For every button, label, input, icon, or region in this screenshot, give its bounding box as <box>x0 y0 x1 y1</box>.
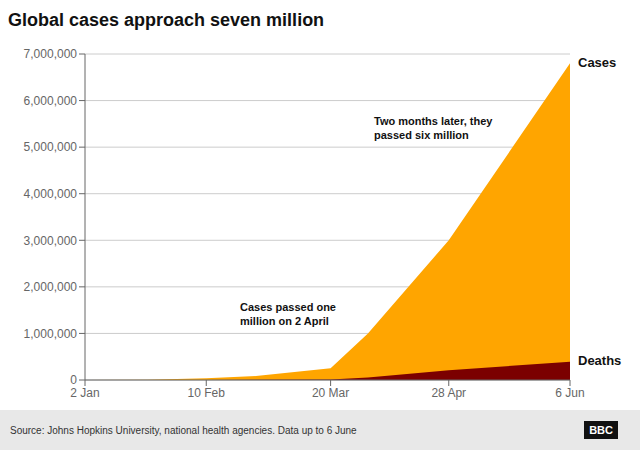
svg-text:2,000,000: 2,000,000 <box>24 280 78 294</box>
svg-text:20 Mar: 20 Mar <box>312 386 349 400</box>
html-text:Two months later, they passed: Two months later, they passed six millio… <box>374 115 493 141</box>
svg-text:5,000,000: 5,000,000 <box>24 140 78 154</box>
html-text:Cases passed one million on 2: Cases passed one million on 2 April <box>240 301 336 327</box>
html-text:BBC: BBC <box>589 424 613 436</box>
svg-text:7,000,000: 7,000,000 <box>24 47 78 61</box>
svg-text:6 Jun: 6 Jun <box>555 386 584 400</box>
svg-text:4,000,000: 4,000,000 <box>24 187 78 201</box>
svg-text:6,000,000: 6,000,000 <box>24 94 78 108</box>
svg-text:3,000,000: 3,000,000 <box>24 234 78 248</box>
svg-text:Deaths: Deaths <box>578 353 621 368</box>
html-text:Source: Johns Hopkins Universi: Source: Johns Hopkins University, nation… <box>10 424 357 436</box>
svg-text:0: 0 <box>70 373 77 387</box>
svg-text:Cases: Cases <box>578 55 616 70</box>
html-text:Global cases approach seven mi: Global cases approach seven million <box>8 10 325 30</box>
svg-text:1,000,000: 1,000,000 <box>24 327 78 341</box>
svg-text:28 Apr: 28 Apr <box>431 386 466 400</box>
svg-text:10 Feb: 10 Feb <box>188 386 226 400</box>
svg-text:2 Jan: 2 Jan <box>70 386 99 400</box>
